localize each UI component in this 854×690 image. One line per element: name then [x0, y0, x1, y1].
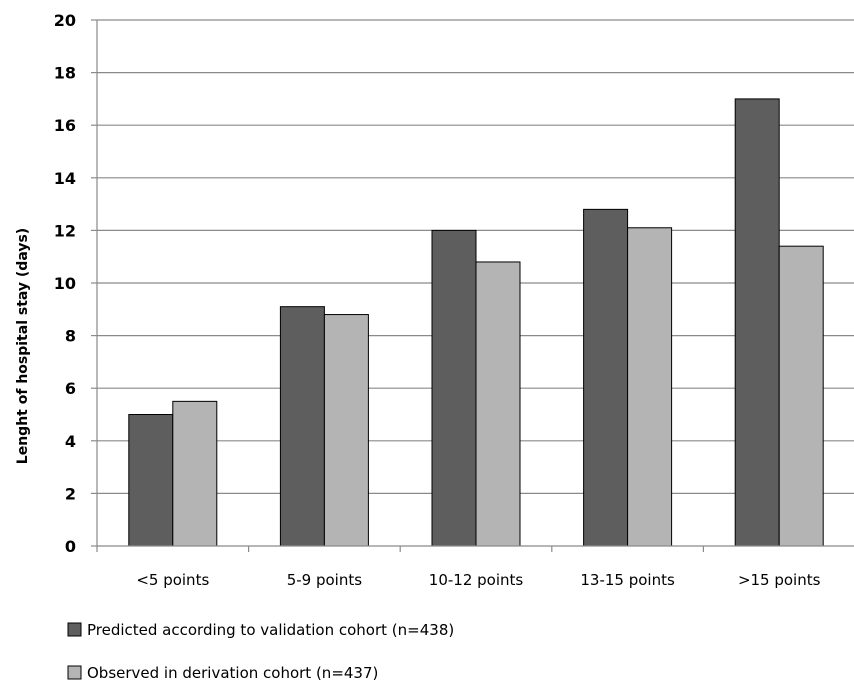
axes — [91, 19, 854, 552]
bar-series-2-2 — [475, 261, 521, 547]
bar-series-2-0 — [172, 400, 218, 547]
x-tick-label: <5 points — [136, 571, 209, 589]
y-tick-label: 12 — [54, 221, 76, 240]
legend-swatch-series-2 — [67, 665, 82, 680]
y-axis-label: Lenght of hospital stay (days) — [15, 228, 31, 464]
legend-label-series-1: Predicted according to validation cohort… — [87, 621, 454, 639]
x-tick-label: >15 points — [738, 571, 821, 589]
x-tick-label: 10-12 points — [429, 571, 524, 589]
y-tick-label: 6 — [65, 379, 76, 398]
y-tick-label: 20 — [54, 11, 76, 30]
legend-label-series-2: Observed in derivation cohort (n=437) — [87, 664, 378, 682]
legend: Predicted according to validation cohort… — [67, 621, 454, 682]
bar-series-1-0 — [128, 414, 174, 547]
y-tick-label: 16 — [54, 116, 76, 135]
y-tick-label: 18 — [54, 64, 76, 83]
y-tick-label: 4 — [65, 432, 76, 451]
y-tick-label: 2 — [65, 484, 76, 503]
bar-series-1-3 — [583, 208, 629, 547]
bar-series-2-1 — [323, 314, 369, 547]
y-tick-label: 14 — [54, 169, 76, 188]
bar-series-1-1 — [279, 306, 325, 547]
bar-series-2-4 — [778, 245, 824, 547]
bar-series-1-2 — [431, 229, 477, 547]
y-tick-label: 8 — [65, 327, 76, 346]
y-tick-label: 0 — [65, 537, 76, 556]
x-tick-label: 5-9 points — [287, 571, 363, 589]
bars — [128, 98, 824, 547]
y-tick-labels: 0 2 4 6 8 10 12 14 16 18 20 — [54, 11, 76, 556]
bar-series-1-4 — [734, 98, 780, 547]
legend-swatch-series-1 — [67, 622, 82, 637]
x-tick-labels: <5 points 5-9 points 10-12 points 13-15 poi… — [136, 571, 820, 589]
y-tick-label: 10 — [54, 274, 76, 293]
x-tick-label: 13-15 points — [580, 571, 675, 589]
bar-series-2-3 — [627, 227, 673, 547]
